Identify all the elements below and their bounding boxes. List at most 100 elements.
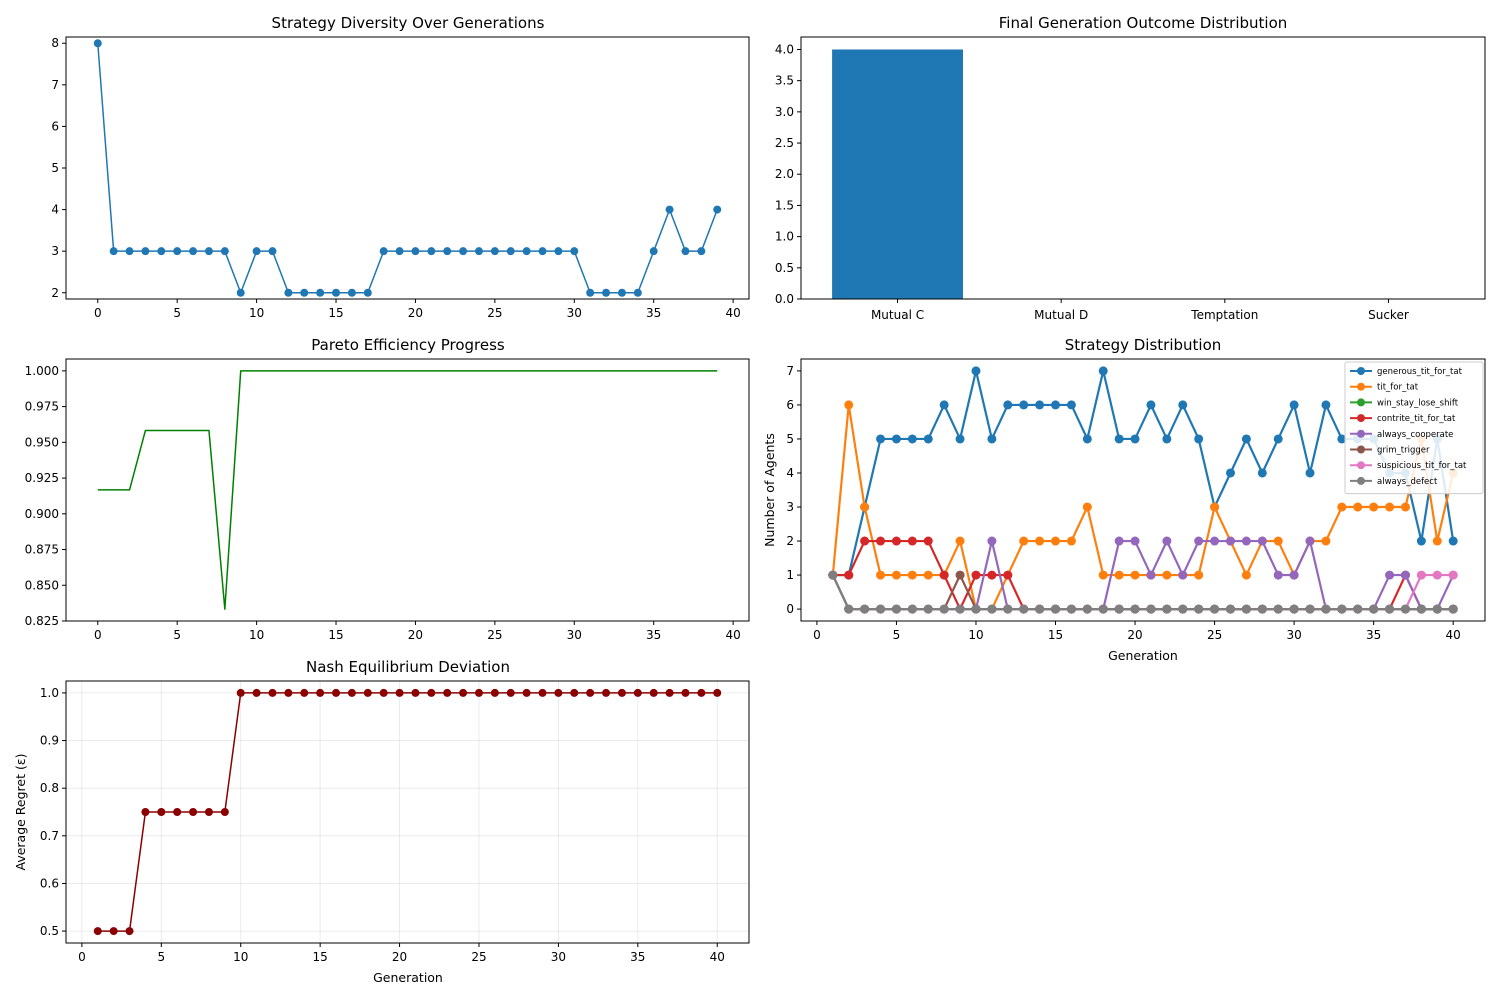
- legend-label: contrite_tit_for_tat: [1377, 414, 1456, 424]
- data-point: [570, 247, 579, 256]
- chart-title: Pareto Efficiency Progress: [311, 336, 505, 354]
- data-point: [125, 247, 134, 256]
- data-point: [522, 247, 531, 256]
- data-point: [1019, 536, 1029, 546]
- data-point: [173, 808, 182, 816]
- data-point: [1241, 434, 1251, 444]
- data-point: [459, 688, 468, 697]
- y-tick-label: 2.0: [775, 167, 794, 181]
- y-tick-label: 0.9: [40, 734, 59, 748]
- series-line: [831, 574, 1454, 611]
- series-line: [831, 573, 1454, 611]
- plot-layer: 0.0 0.5 1.0 1.5 2.0 2.5 3.0 3.5 4.0 Mutual C Mutua…: [775, 42, 1409, 322]
- y-tick-label: 5: [786, 432, 794, 446]
- legend-label: grim_trigger: [1377, 446, 1430, 456]
- x-tick-label: Mutual D: [1034, 308, 1088, 322]
- data-point: [1066, 400, 1076, 410]
- data-point: [971, 604, 981, 614]
- data-point: [1353, 604, 1363, 614]
- data-point: [1035, 536, 1045, 546]
- data-point: [109, 247, 118, 256]
- data-point: [602, 688, 611, 697]
- legend-marker: [1357, 429, 1365, 438]
- plot-frame: [800, 358, 1486, 622]
- data-point: [443, 688, 452, 697]
- data-point: [1273, 604, 1283, 614]
- data-point: [1273, 434, 1283, 444]
- y-tick-label: 0.7: [40, 829, 59, 843]
- data-point: [1051, 604, 1061, 614]
- y-tick-label: 0.6: [40, 876, 59, 890]
- data-point: [713, 205, 722, 214]
- data-point: [1448, 570, 1458, 580]
- x-tick-label: 25: [471, 950, 486, 964]
- x-tick-label: 40: [725, 628, 740, 642]
- data-point: [1257, 536, 1267, 546]
- data-point: [876, 434, 886, 444]
- y-tick-label: 0.950: [25, 435, 59, 449]
- data-point: [1289, 400, 1299, 410]
- data-point: [522, 688, 531, 697]
- data-point: [1353, 502, 1363, 512]
- data-point: [907, 536, 917, 546]
- legend-box: [1344, 361, 1484, 495]
- data-point: [1241, 604, 1251, 614]
- data-point: [316, 688, 325, 697]
- data-point: [1019, 604, 1029, 614]
- x-tick-label: 15: [328, 306, 343, 320]
- data-point: [1289, 604, 1299, 614]
- data-point: [411, 688, 420, 697]
- data-point: [987, 434, 997, 444]
- data-point: [554, 247, 563, 256]
- data-point: [427, 688, 436, 697]
- data-point: [157, 808, 166, 816]
- y-tick-label: 1.0: [40, 686, 59, 700]
- data-point: [1337, 502, 1347, 512]
- data-point: [1289, 570, 1299, 580]
- data-point: [923, 604, 933, 614]
- data-point: [459, 247, 468, 256]
- data-point: [1416, 536, 1426, 546]
- bar: [832, 49, 963, 299]
- y-tick-label: 0.875: [25, 543, 59, 557]
- data-point: [923, 434, 933, 444]
- chart-title: Strategy Diversity Over Generations: [272, 14, 545, 32]
- data-point: [1400, 502, 1410, 512]
- data-point: [1400, 604, 1410, 614]
- data-point: [474, 688, 483, 697]
- x-tick-label: 25: [487, 628, 502, 642]
- data-point: [939, 604, 949, 614]
- data-point: [1130, 604, 1140, 614]
- data-point: [697, 247, 706, 256]
- x-tick-label: Temptation: [1190, 308, 1258, 322]
- data-point: [1130, 536, 1140, 546]
- chart-title: Final Generation Outcome Distribution: [999, 14, 1288, 32]
- plot-layer: 0.5 0.6 0.7 0.8 0.9 1.0 0 5 10 15 20 25 30 35 40: [40, 681, 749, 964]
- x-tick-label: 40: [725, 306, 740, 320]
- data-point: [939, 400, 949, 410]
- y-tick-label: 0.0: [775, 292, 794, 306]
- y-tick-label: 3.5: [775, 74, 794, 88]
- plot-layer: 2 3 4 5 6 7 8 0 5 10 15 20 25 30 35 40: [51, 36, 740, 320]
- data-point: [1098, 570, 1108, 580]
- data-point: [443, 247, 452, 256]
- x-tick-label: 0: [78, 950, 86, 964]
- data-point: [860, 536, 870, 546]
- series-line: [97, 692, 718, 932]
- data-point: [189, 808, 198, 816]
- series-line: [831, 403, 1455, 611]
- data-point: [1273, 570, 1283, 580]
- data-point: [93, 927, 102, 936]
- data-point: [1162, 536, 1172, 546]
- data-point: [538, 688, 547, 697]
- data-point: [1432, 604, 1442, 614]
- y-tick-label: 7: [51, 78, 59, 92]
- outcomes-chart: Final Generation Outcome Distribution 0.…: [775, 14, 1486, 322]
- data-point: [1400, 570, 1410, 580]
- data-point: [923, 570, 933, 580]
- data-point: [1066, 604, 1076, 614]
- data-point: [1082, 434, 1092, 444]
- data-point: [1305, 536, 1315, 546]
- y-tick-label: 0.900: [25, 507, 59, 521]
- data-point: [1194, 536, 1204, 546]
